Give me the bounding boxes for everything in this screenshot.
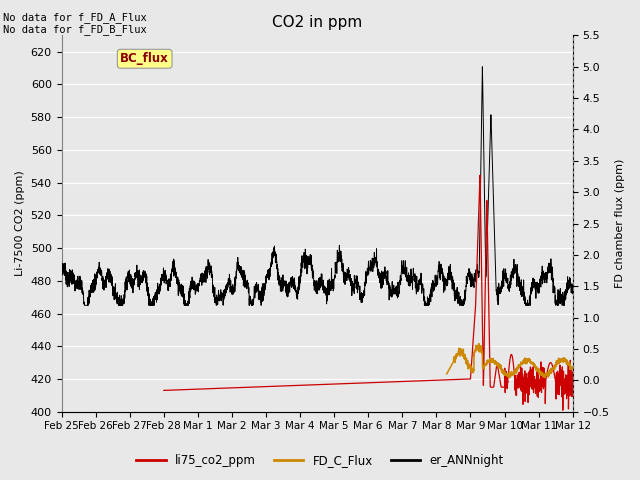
Y-axis label: FD chamber flux (ppm): FD chamber flux (ppm) xyxy=(615,159,625,288)
Text: No data for f_FD_A_Flux
No data for f_FD_B_Flux: No data for f_FD_A_Flux No data for f_FD… xyxy=(3,12,147,36)
Text: BC_flux: BC_flux xyxy=(120,52,169,65)
Y-axis label: Li-7500 CO2 (ppm): Li-7500 CO2 (ppm) xyxy=(15,170,25,276)
Title: CO2 in ppm: CO2 in ppm xyxy=(272,15,362,30)
Legend: li75_co2_ppm, FD_C_Flux, er_ANNnight: li75_co2_ppm, FD_C_Flux, er_ANNnight xyxy=(131,449,509,472)
